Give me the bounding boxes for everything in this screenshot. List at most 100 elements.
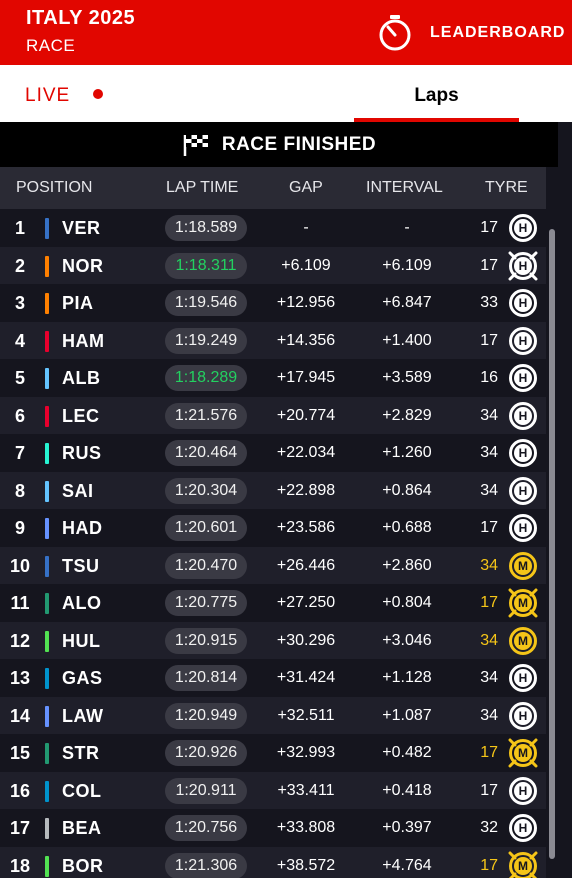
driver-code: HUL: [62, 630, 101, 651]
gap-value: +20.774: [276, 406, 336, 424]
scrollbar[interactable]: [546, 167, 558, 878]
scrollbar-thumb[interactable]: [549, 229, 555, 859]
tyre-change-icon: [508, 738, 538, 768]
chequered-flag-icon: [183, 134, 208, 156]
table-row[interactable]: 8 SAI 1:20.304 +22.898 +0.864 34 H: [0, 471, 546, 509]
medium-tyre-icon: M: [508, 851, 538, 878]
table-row[interactable]: 16 COL 1:20.911 +33.411 +0.418 17 H: [0, 771, 546, 809]
tyre-age: 17: [480, 519, 498, 536]
hard-tyre-icon: H: [509, 289, 537, 317]
table-row[interactable]: 11 ALO 1:20.775 +27.250 +0.804 17 M: [0, 584, 546, 622]
team-color-bar: [45, 518, 49, 539]
table-row[interactable]: 10 TSU 1:20.470 +26.446 +2.860 34 M: [0, 546, 546, 584]
table-row[interactable]: 3 PIA 1:19.546 +12.956 +6.847 33 H: [0, 284, 546, 322]
gap-value: +32.511: [277, 706, 335, 724]
table-row[interactable]: 7 RUS 1:20.464 +22.034 +1.260 34 H: [0, 434, 546, 472]
team-color-bar: [45, 293, 49, 314]
race-status-bar: RACE FINISHED: [0, 122, 558, 167]
tyre-age: 17: [480, 856, 498, 874]
team-color-bar: [45, 630, 49, 652]
team-color-bar: [45, 855, 49, 877]
team-color-bar: [45, 780, 49, 802]
position-number: 4: [14, 330, 25, 351]
tyre-compound-letter: H: [514, 294, 532, 312]
table-row[interactable]: 14 LAW 1:20.949 +32.511 +1.087 34 H: [0, 696, 546, 734]
position-number: 16: [9, 780, 31, 801]
position-number: 5: [14, 368, 25, 388]
position-number: 1: [14, 218, 25, 238]
tyre-compound-letter: H: [514, 406, 532, 425]
table-row[interactable]: 5 ALB 1:18.289 +17.945 +3.589 16 H: [0, 359, 546, 397]
tyre-compound-letter: H: [514, 706, 532, 725]
gap-value: +30.296: [276, 631, 336, 649]
tyre-ring: [509, 664, 537, 692]
table-row[interactable]: 18 BOR 1:21.306 +38.572 +4.764 17 M: [0, 846, 546, 878]
table-row[interactable]: 12 HUL 1:20.915 +30.296 +3.046 34 M: [0, 621, 546, 659]
position-number: 3: [14, 293, 25, 313]
driver-code: ALO: [62, 593, 102, 613]
position-number: 9: [14, 518, 25, 538]
tyre-age: 17: [480, 744, 498, 761]
lap-time-pill: 1:20.949: [165, 702, 247, 729]
tyre-age: 34: [480, 706, 498, 724]
tyre-age: 17: [480, 331, 498, 349]
position-number: 7: [14, 443, 25, 463]
table-row[interactable]: 15 STR 1:20.926 +32.993 +0.482 17 M: [0, 734, 546, 772]
table-row[interactable]: 9 HAD 1:20.601 +23.586 +0.688 17 H: [0, 509, 546, 547]
position-number: 17: [9, 818, 31, 838]
tyre-ring: [509, 739, 537, 767]
table-row[interactable]: 2 NOR 1:18.311 +6.109 +6.109 17 H: [0, 246, 546, 284]
team-color-bar: [45, 255, 49, 277]
driver-code: TSU: [62, 555, 100, 576]
team-color-bar: [45, 555, 49, 577]
table-row[interactable]: 4 HAM 1:19.249 +14.356 +1.400 17 H: [0, 321, 546, 359]
team-color-bar: [45, 368, 49, 389]
medium-tyre-icon: M: [508, 588, 538, 618]
column-header-tyre: TYRE: [485, 179, 528, 196]
hard-tyre-icon: H: [508, 251, 538, 280]
team-color-bar: [45, 218, 49, 239]
team-color-bar: [45, 330, 49, 352]
driver-code: NOR: [62, 255, 104, 276]
hard-tyre-icon: H: [509, 701, 537, 730]
interval-value: +4.764: [382, 856, 432, 874]
medium-tyre-icon: M: [508, 738, 538, 768]
hard-tyre-icon: H: [509, 364, 537, 392]
medium-tyre-icon: M: [509, 626, 537, 655]
interval-value: +6.847: [382, 294, 432, 311]
race-title: ITALY 2025: [26, 7, 136, 29]
driver-code: HAM: [62, 330, 105, 351]
tyre-compound-letter: M: [514, 856, 532, 875]
tyre-ring: [509, 701, 537, 730]
lap-time-pill: 1:18.289: [165, 365, 247, 391]
driver-code: BOR: [62, 855, 104, 876]
team-color-bar: [45, 593, 49, 614]
table-row[interactable]: 13 GAS 1:20.814 +31.424 +1.128 34 H: [0, 659, 546, 697]
hard-tyre-icon: H: [509, 401, 537, 430]
interval-value: +0.482: [382, 744, 432, 761]
gap-value: +14.356: [276, 331, 336, 349]
tyre-ring: [509, 851, 537, 878]
tab-laps-label: Laps: [414, 85, 459, 106]
table-row[interactable]: 1 VER 1:18.589 - - 17 H: [0, 209, 546, 247]
tyre-age: 17: [480, 594, 498, 611]
lap-time-pill: 1:20.756: [165, 815, 247, 841]
tyre-compound-letter: H: [514, 781, 532, 800]
lap-time-pill: 1:18.589: [165, 215, 247, 241]
position-number: 11: [10, 593, 30, 613]
hard-tyre-icon: H: [509, 214, 537, 242]
interval-value: +1.400: [382, 331, 432, 349]
tyre-ring: [509, 326, 537, 355]
table-row[interactable]: 17 BEA 1:20.756 +33.808 +0.397 32 H: [0, 809, 546, 847]
position-number: 10: [9, 555, 31, 576]
tab-laps[interactable]: Laps: [354, 65, 519, 122]
table-row[interactable]: 6 LEC 1:21.576 +20.774 +2.829 34 H: [0, 396, 546, 434]
hard-tyre-icon: H: [509, 776, 537, 805]
tab-live[interactable]: LIVE: [0, 65, 354, 122]
interval-value: +0.688: [382, 519, 432, 536]
tyre-ring: [509, 589, 537, 617]
interval-value: +0.804: [382, 594, 432, 611]
leaderboard-button[interactable]: LEADERBOARD: [376, 12, 572, 54]
gap-value: +23.586: [276, 519, 336, 536]
lap-time-pill: 1:20.775: [165, 590, 247, 616]
